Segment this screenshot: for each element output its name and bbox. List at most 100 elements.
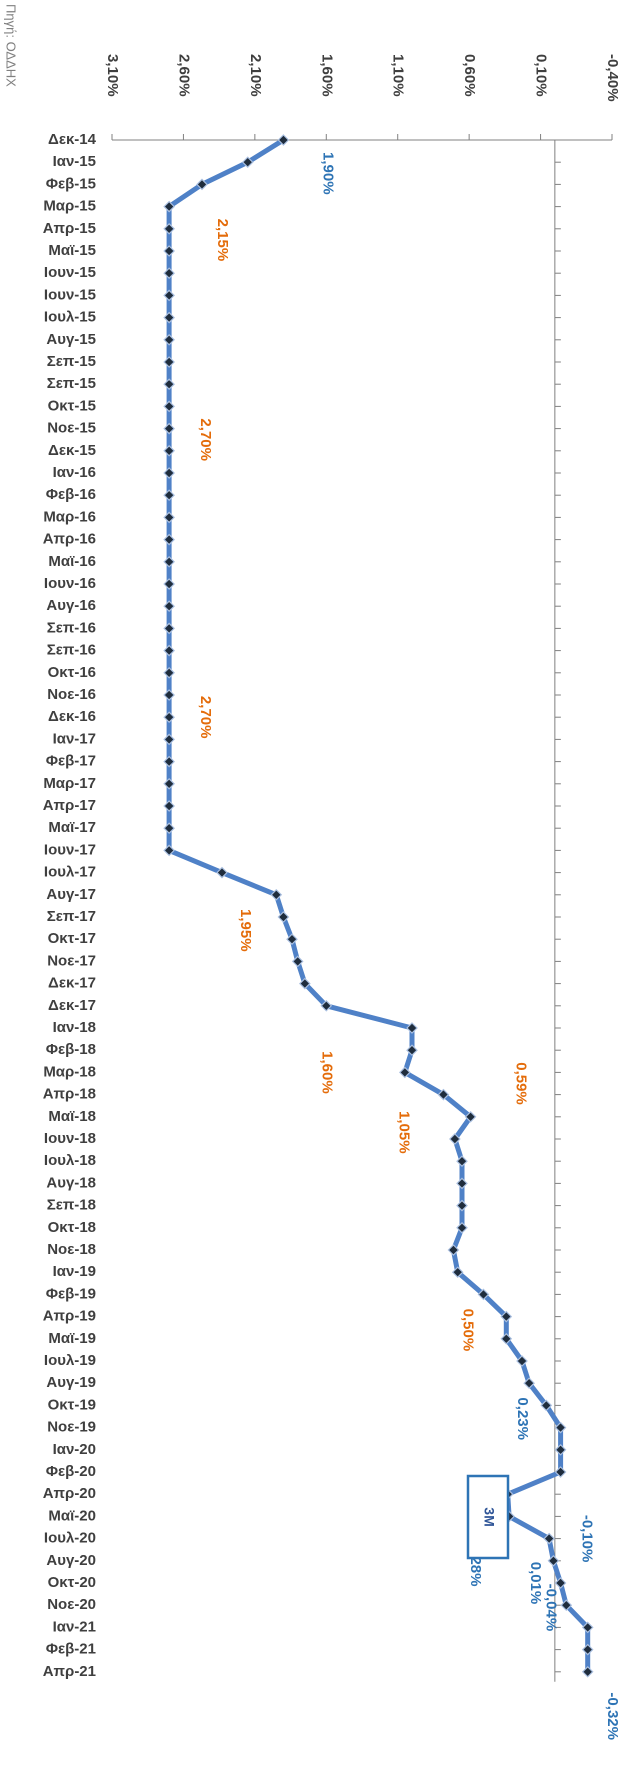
data-marker <box>163 711 175 724</box>
category-label: Απρ-17 <box>43 797 96 814</box>
data-marker <box>163 555 175 568</box>
data-marker <box>163 200 175 213</box>
category-label: Αυγ-19 <box>46 1374 96 1391</box>
category-label: Δεκ-14 <box>48 131 97 148</box>
data-marker <box>560 1599 573 1612</box>
category-label: Ιαν-17 <box>53 730 96 747</box>
data-marker <box>216 866 228 879</box>
value-tick-label: 2,10% <box>247 54 264 97</box>
category-label: Φεβ-15 <box>46 175 96 192</box>
data-marker <box>291 955 304 968</box>
data-marker <box>456 1155 468 1168</box>
data-marker <box>241 156 254 169</box>
category-label: Ιουν-15 <box>44 264 96 281</box>
category-label: Σεπ-15 <box>47 375 96 392</box>
category-label: Ιαν-15 <box>53 153 96 170</box>
category-label: Μαϊ-19 <box>48 1330 96 1347</box>
value-tick-label: 0,60% <box>461 54 478 97</box>
data-marker <box>163 755 175 768</box>
category-label: Μαϊ-18 <box>48 1108 96 1125</box>
category-label: Ιουν-15 <box>44 286 96 303</box>
data-marker <box>163 245 175 257</box>
category-label: Σεπ-17 <box>47 908 96 925</box>
category-label: Αυγ-17 <box>46 886 96 903</box>
category-label: Νοε-15 <box>47 420 96 437</box>
data-marker <box>163 356 175 368</box>
category-label: Ιουλ-20 <box>44 1530 96 1547</box>
value-tick-label: 3,10% <box>104 54 121 97</box>
data-marker <box>399 1066 411 1079</box>
category-label: Ιουν-18 <box>44 1130 96 1147</box>
data-marker <box>163 800 175 812</box>
data-marker <box>163 489 175 502</box>
data-marker <box>581 1665 594 1678</box>
category-label: Νοε-17 <box>47 952 96 969</box>
data-marker <box>547 1554 560 1567</box>
data-marker <box>163 533 175 546</box>
data-marker <box>523 1377 535 1390</box>
value-tick-label: -0,40% <box>604 54 621 102</box>
category-label: Οκτ-19 <box>48 1396 96 1413</box>
value-tick-label: 1,60% <box>318 54 335 97</box>
data-marker <box>270 888 283 901</box>
category-label: Ιαν-20 <box>53 1441 96 1458</box>
category-label: Φεβ-16 <box>46 486 96 503</box>
data-marker <box>163 444 175 457</box>
category-label: Απρ-21 <box>43 1663 96 1680</box>
data-marker <box>500 1332 513 1345</box>
category-label: Φεβ-19 <box>46 1285 96 1302</box>
data-label: 1,60% <box>318 1051 335 1094</box>
category-label: Φεβ-18 <box>46 1041 96 1058</box>
category-label: Μαρ-16 <box>43 508 96 525</box>
category-label: Απρ-19 <box>43 1308 96 1325</box>
category-label: Φεβ-20 <box>46 1463 96 1480</box>
data-marker <box>163 822 175 835</box>
series-line <box>166 137 591 1672</box>
category-label: Μαϊ-16 <box>48 553 96 570</box>
data-marker <box>163 222 175 235</box>
data-label: 0,01% <box>527 1562 544 1605</box>
data-marker <box>464 1110 477 1123</box>
category-label: Απρ-16 <box>43 531 96 548</box>
data-marker <box>554 1421 567 1434</box>
data-marker <box>163 622 175 635</box>
category-label: Ιαν-18 <box>53 1019 96 1036</box>
category-label: Νοε-19 <box>47 1419 96 1436</box>
data-marker <box>163 333 175 346</box>
data-marker <box>447 1244 460 1256</box>
category-label: Οκτ-17 <box>48 930 96 947</box>
category-label: Νοε-16 <box>47 686 96 703</box>
category-label: Δεκ-16 <box>48 708 96 725</box>
category-label: Μαϊ-15 <box>48 242 96 259</box>
data-marker <box>500 1310 513 1323</box>
category-label: Μαϊ-17 <box>48 819 96 836</box>
data-marker <box>163 467 175 479</box>
category-label: Αυγ-20 <box>46 1552 96 1569</box>
category-label: Οκτ-15 <box>48 397 96 414</box>
data-marker <box>299 977 311 990</box>
data-label: -0,32% <box>604 1692 621 1740</box>
category-label: Ιαν-19 <box>53 1263 96 1280</box>
data-marker <box>456 1177 468 1190</box>
data-marker <box>163 400 175 413</box>
category-label: Ιουν-17 <box>44 841 96 858</box>
data-marker <box>196 178 208 191</box>
category-label: Φεβ-17 <box>46 753 96 770</box>
data-label: 0,50% <box>460 1309 477 1352</box>
data-marker <box>163 644 175 657</box>
data-marker <box>456 1221 468 1234</box>
category-label: Ιουλ-19 <box>44 1352 96 1369</box>
category-label: Φεβ-21 <box>46 1641 96 1658</box>
data-marker <box>163 733 175 746</box>
category-label: Δεκ-17 <box>48 997 96 1014</box>
category-label: Μαρ-17 <box>43 775 96 792</box>
category-label: Μαρ-18 <box>43 1063 96 1080</box>
category-label: Απρ-15 <box>43 220 96 237</box>
data-marker <box>477 1288 490 1301</box>
value-tick-label: 2,60% <box>175 54 192 97</box>
category-label: Οκτ-18 <box>48 1219 96 1236</box>
data-marker <box>320 999 333 1012</box>
data-marker <box>277 134 290 146</box>
data-marker <box>554 1443 567 1456</box>
